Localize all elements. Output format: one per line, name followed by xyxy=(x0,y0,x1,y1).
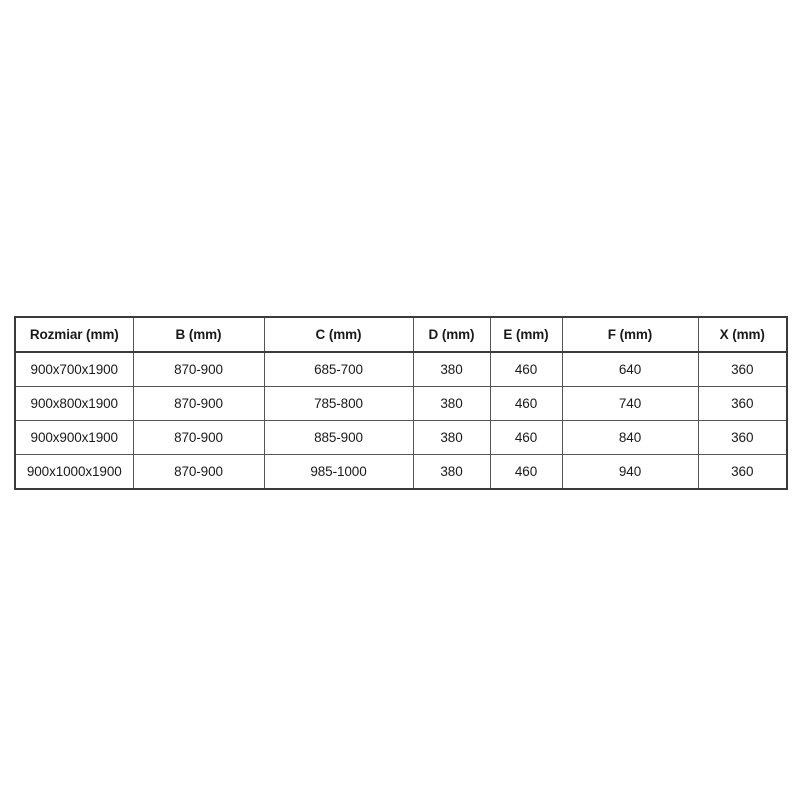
cell-e: 460 xyxy=(489,420,563,455)
cell-d: 380 xyxy=(412,420,491,455)
cell-f: 640 xyxy=(561,351,699,387)
column-header-f: F (mm) xyxy=(561,316,699,353)
cell-c: 885-900 xyxy=(263,420,414,455)
cell-e: 460 xyxy=(489,351,563,387)
cell-x: 360 xyxy=(697,420,788,455)
cell-c: 985-1000 xyxy=(263,454,414,490)
column-header-d: D (mm) xyxy=(412,316,491,353)
cell-c: 685-700 xyxy=(263,351,414,387)
cell-x: 360 xyxy=(697,386,788,421)
column-header-c: C (mm) xyxy=(263,316,414,353)
table-row: 900x1000x1900 870-900 985-1000 380 460 9… xyxy=(14,454,788,490)
cell-b: 870-900 xyxy=(132,420,265,455)
table-row: 900x700x1900 870-900 685-700 380 460 640… xyxy=(14,351,788,387)
cell-rozmiar: 900x700x1900 xyxy=(14,351,134,387)
cell-b: 870-900 xyxy=(132,386,265,421)
column-header-rozmiar: Rozmiar (mm) xyxy=(14,316,134,353)
cell-b: 870-900 xyxy=(132,351,265,387)
cell-c: 785-800 xyxy=(263,386,414,421)
cell-f: 840 xyxy=(561,420,699,455)
cell-x: 360 xyxy=(697,454,788,490)
cell-x: 360 xyxy=(697,351,788,387)
cell-d: 380 xyxy=(412,454,491,490)
spec-table-container: Rozmiar (mm) B (mm) C (mm) D (mm) E (mm)… xyxy=(14,316,788,490)
column-header-e: E (mm) xyxy=(489,316,563,353)
table-body: 900x700x1900 870-900 685-700 380 460 640… xyxy=(14,351,788,490)
cell-e: 460 xyxy=(489,386,563,421)
column-header-b: B (mm) xyxy=(132,316,265,353)
cell-rozmiar: 900x1000x1900 xyxy=(14,454,134,490)
table-row: 900x800x1900 870-900 785-800 380 460 740… xyxy=(14,386,788,421)
cell-d: 380 xyxy=(412,351,491,387)
column-header-x: X (mm) xyxy=(697,316,788,353)
table-header: Rozmiar (mm) B (mm) C (mm) D (mm) E (mm)… xyxy=(14,316,788,353)
table-row: 900x900x1900 870-900 885-900 380 460 840… xyxy=(14,420,788,455)
cell-rozmiar: 900x900x1900 xyxy=(14,420,134,455)
cell-e: 460 xyxy=(489,454,563,490)
cell-f: 940 xyxy=(561,454,699,490)
cell-d: 380 xyxy=(412,386,491,421)
cell-f: 740 xyxy=(561,386,699,421)
cell-rozmiar: 900x800x1900 xyxy=(14,386,134,421)
dimensions-table: Rozmiar (mm) B (mm) C (mm) D (mm) E (mm)… xyxy=(14,316,788,490)
header-row: Rozmiar (mm) B (mm) C (mm) D (mm) E (mm)… xyxy=(14,316,788,353)
cell-b: 870-900 xyxy=(132,454,265,490)
